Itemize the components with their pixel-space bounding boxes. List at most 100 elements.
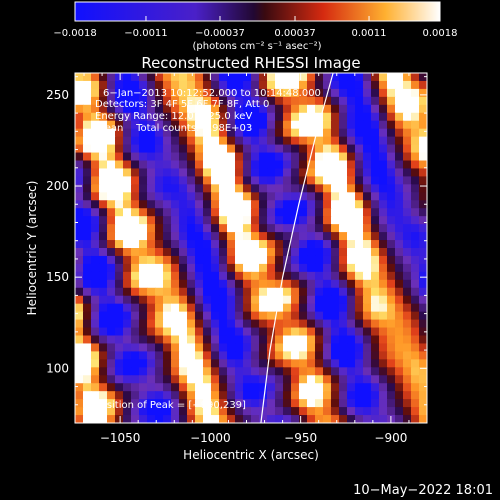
heatmap-cell — [339, 383, 348, 392]
heatmap-cell — [243, 136, 252, 146]
heatmap-cell — [211, 192, 220, 201]
heatmap-cell — [411, 104, 420, 114]
heatmap-cell — [379, 407, 388, 416]
heatmap-cell — [371, 375, 380, 384]
heatmap-cell — [355, 263, 364, 273]
heatmap-cell — [155, 248, 164, 257]
heatmap-cell — [347, 152, 356, 162]
heatmap-cell — [363, 152, 372, 162]
heatmap-cell — [115, 112, 124, 122]
heatmap-cell — [299, 216, 308, 225]
heatmap-cell — [147, 176, 156, 185]
heatmap-cell — [123, 224, 132, 233]
heatmap-cell — [331, 240, 340, 249]
heatmap-cell — [227, 327, 236, 337]
heatmap-cell — [187, 88, 196, 98]
heatmap-cell — [99, 375, 108, 384]
heatmap-cell — [211, 319, 220, 329]
heatmap-cell — [123, 263, 132, 273]
heatmap-cell — [419, 216, 427, 225]
heatmap-cell — [211, 152, 220, 162]
heatmap-cell — [147, 192, 156, 201]
heatmap-cell — [123, 184, 132, 193]
heatmap-cell — [219, 383, 228, 392]
heatmap-cell — [155, 263, 164, 273]
heatmap-cell — [371, 208, 380, 217]
heatmap-cell — [107, 263, 116, 273]
heatmap-cell — [339, 295, 348, 305]
heatmap-cell — [131, 255, 140, 265]
heatmap-cell — [251, 311, 260, 321]
heatmap-cell — [219, 248, 228, 257]
heatmap-cell — [355, 375, 364, 384]
heatmap-cell — [323, 184, 332, 193]
heatmap-cell — [307, 279, 316, 289]
heatmap-cell — [339, 160, 348, 170]
heatmap-cell — [203, 112, 212, 122]
heatmap-cell — [419, 248, 427, 257]
heatmap-cell — [227, 383, 236, 392]
heatmap-cell — [259, 208, 268, 217]
heatmap-cell — [331, 248, 340, 257]
heatmap-cell — [203, 399, 212, 408]
energy-range-text: Energy Range: 12.0 − 25.0 keV — [95, 111, 252, 122]
heatmap-cell — [131, 415, 140, 423]
heatmap-cell — [347, 271, 356, 281]
heatmap-cell — [155, 351, 164, 360]
heatmap-cell — [355, 80, 364, 90]
heatmap-cell — [395, 343, 404, 352]
heatmap-cell — [331, 399, 340, 408]
heatmap-cell — [91, 160, 100, 170]
time-range-text: 6−Jan−2013 10:12:52.000 to 10:14:48.000 — [103, 88, 321, 99]
heatmap-cell — [163, 391, 172, 400]
heatmap-cell — [347, 168, 356, 177]
heatmap-cell — [299, 335, 308, 345]
heatmap-cell — [411, 168, 420, 177]
heatmap-cell — [227, 375, 236, 384]
heatmap-cell — [267, 184, 276, 193]
heatmap-cell — [83, 208, 92, 217]
heatmap-cell — [131, 80, 140, 90]
heatmap-cell — [283, 383, 292, 392]
heatmap-cell — [267, 391, 276, 400]
heatmap-cell — [211, 80, 220, 90]
heatmap-cell — [299, 255, 308, 265]
heatmap-cell — [83, 255, 92, 265]
heatmap-cell — [275, 120, 284, 130]
heatmap-cell — [115, 407, 124, 416]
heatmap-cell — [203, 263, 212, 273]
heatmap-cell — [99, 144, 108, 154]
heatmap-cell — [387, 311, 396, 321]
heatmap-cell — [251, 73, 260, 82]
heatmap-cell — [355, 152, 364, 162]
heatmap-cell — [179, 319, 188, 329]
heatmap-cell — [187, 120, 196, 130]
heatmap-cell — [379, 176, 388, 185]
heatmap-cell — [227, 144, 236, 154]
heatmap-cell — [299, 176, 308, 185]
heatmap-cell — [115, 96, 124, 106]
heatmap-cell — [139, 104, 148, 114]
heatmap-cell — [371, 224, 380, 233]
heatmap-cell — [275, 96, 284, 106]
heatmap-cell — [123, 399, 132, 408]
heatmap-cell — [347, 184, 356, 193]
heatmap-cell — [235, 104, 244, 114]
heatmap-cell — [179, 168, 188, 177]
heatmap-cell — [187, 240, 196, 249]
heatmap-cell — [203, 271, 212, 281]
heatmap-cell — [395, 335, 404, 345]
heatmap-cell — [203, 343, 212, 352]
heatmap-cell — [147, 327, 156, 337]
heatmap-cell — [99, 200, 108, 209]
heatmap-cell — [115, 319, 124, 329]
heatmap-cell — [131, 311, 140, 321]
heatmap-cell — [83, 335, 92, 345]
heatmap-cell — [139, 152, 148, 162]
heatmap-cell — [219, 407, 228, 416]
heatmap-cell — [331, 375, 340, 384]
heatmap-cell — [387, 295, 396, 305]
heatmap-cell — [227, 184, 236, 193]
heatmap-cell — [179, 287, 188, 297]
